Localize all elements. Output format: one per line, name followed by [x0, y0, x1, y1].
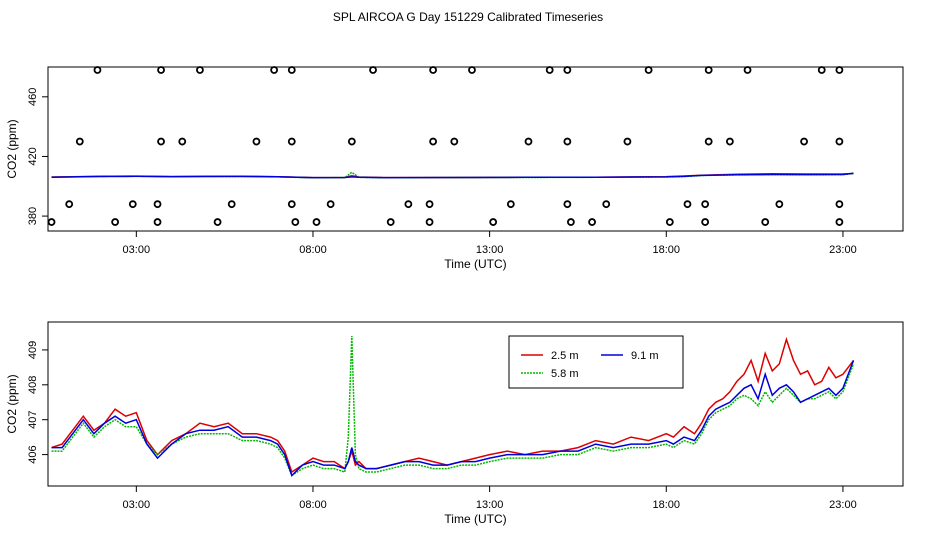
data-point-marker — [93, 66, 102, 74]
y-tick-label: 460 — [27, 88, 39, 106]
plot-frame — [47, 66, 904, 232]
data-point-marker — [75, 137, 84, 146]
data-point-marker — [468, 66, 476, 74]
data-point-marker — [704, 137, 713, 146]
data-point-marker — [157, 137, 165, 146]
data-point-marker — [347, 137, 356, 146]
data-point-marker — [252, 137, 261, 146]
data-point-marker — [701, 200, 710, 209]
data-point-marker — [701, 218, 710, 226]
data-point-marker — [227, 200, 236, 209]
data-point-marker — [291, 218, 300, 226]
legend-box — [508, 335, 684, 389]
data-point-marker — [425, 218, 434, 226]
data-point-marker — [128, 200, 137, 209]
bottom-panel: 03:00 08:00 13:00 18:00 23:00 406 407 408 409 Tim… — [5, 321, 904, 526]
data-point-marker — [178, 137, 187, 146]
data-point-marker — [153, 218, 162, 226]
data-point-marker — [506, 200, 515, 209]
x-tick-label: 23:00 — [829, 244, 857, 256]
data-point-marker — [287, 137, 296, 146]
data-point-marker — [425, 200, 434, 209]
data-point-marker — [644, 66, 653, 74]
data-point-marker — [563, 66, 572, 74]
legend-label: 2.5 m — [551, 350, 579, 362]
data-point-marker — [588, 218, 596, 226]
data-point-marker — [312, 218, 321, 226]
data-point-marker — [761, 218, 770, 226]
data-point-marker — [683, 200, 692, 209]
data-point-marker — [213, 218, 222, 226]
data-point-marker — [545, 66, 554, 74]
data-point-marker — [835, 66, 844, 74]
data-point-marker — [65, 200, 74, 209]
legend-label: 9.1 m — [631, 350, 659, 362]
data-point-marker — [404, 200, 413, 209]
x-tick-label: 08:00 — [299, 244, 327, 256]
series-line-2-5-m — [51, 336, 855, 474]
data-point-marker — [725, 137, 734, 146]
data-point-marker — [665, 218, 674, 226]
plot-frame — [47, 321, 904, 487]
data-point-marker — [775, 200, 784, 209]
series-line-9-1-m — [51, 172, 854, 179]
y-tick-label: 380 — [27, 207, 39, 225]
data-point-marker — [566, 218, 575, 226]
data-point-marker — [835, 218, 844, 226]
y-tick-label: 408 — [27, 376, 39, 394]
y-axis-label: CO2 (ppm) — [5, 374, 19, 433]
data-point-marker — [429, 137, 438, 146]
series-line-5-8-m — [51, 335, 855, 477]
y-axis-label: CO2 (ppm) — [5, 119, 19, 178]
data-point-marker — [489, 218, 498, 226]
data-point-marker — [743, 66, 752, 74]
data-point-marker — [835, 137, 844, 146]
x-tick-label: 18:00 — [653, 244, 681, 256]
x-tick-label: 13:00 — [476, 499, 504, 511]
data-point-marker — [602, 200, 611, 209]
x-axis-label: Time (UTC) — [444, 257, 506, 271]
data-point-marker — [326, 200, 335, 209]
x-tick-label: 23:00 — [829, 499, 857, 511]
y-tick-label: 420 — [27, 147, 39, 165]
y-tick-label: 407 — [27, 411, 39, 429]
x-axis-label: Time (UTC) — [444, 512, 506, 526]
data-point-marker — [196, 66, 204, 74]
x-tick-label: 18:00 — [653, 499, 681, 511]
data-point-marker — [563, 200, 572, 209]
y-tick-label: 409 — [27, 341, 39, 359]
data-point-marker — [623, 137, 632, 146]
data-point-marker — [157, 66, 165, 74]
x-tick-label: 08:00 — [299, 499, 327, 511]
x-tick-label: 13:00 — [476, 244, 504, 256]
data-point-marker — [287, 66, 296, 74]
data-point-marker — [270, 66, 279, 74]
chart-title: SPL AIRCOA G Day 151229 Calibrated Times… — [333, 10, 603, 24]
data-point-marker — [835, 200, 844, 209]
data-point-marker — [450, 137, 459, 146]
data-point-marker — [111, 218, 120, 226]
data-point-marker — [153, 200, 162, 209]
x-tick-label: 03:00 — [123, 244, 151, 256]
data-point-marker — [429, 66, 438, 74]
data-point-marker — [386, 218, 395, 226]
legend: 2.5 m 5.8 m 9.1 m — [508, 335, 684, 389]
top-panel: 03:00 08:00 13:00 18:00 23:00 380 420 460 Time (… — [5, 66, 904, 271]
data-point-marker — [704, 66, 713, 74]
data-point-marker — [563, 137, 572, 146]
data-point-marker — [287, 200, 296, 209]
data-point-marker — [47, 218, 56, 226]
data-point-marker — [817, 66, 826, 74]
series-line-9-1-m — [51, 360, 855, 477]
data-point-marker — [369, 66, 377, 74]
legend-label: 5.8 m — [551, 368, 579, 380]
y-tick-label: 406 — [27, 445, 39, 463]
data-point-marker — [800, 137, 808, 146]
x-tick-label: 03:00 — [123, 499, 151, 511]
data-point-marker — [524, 137, 533, 146]
